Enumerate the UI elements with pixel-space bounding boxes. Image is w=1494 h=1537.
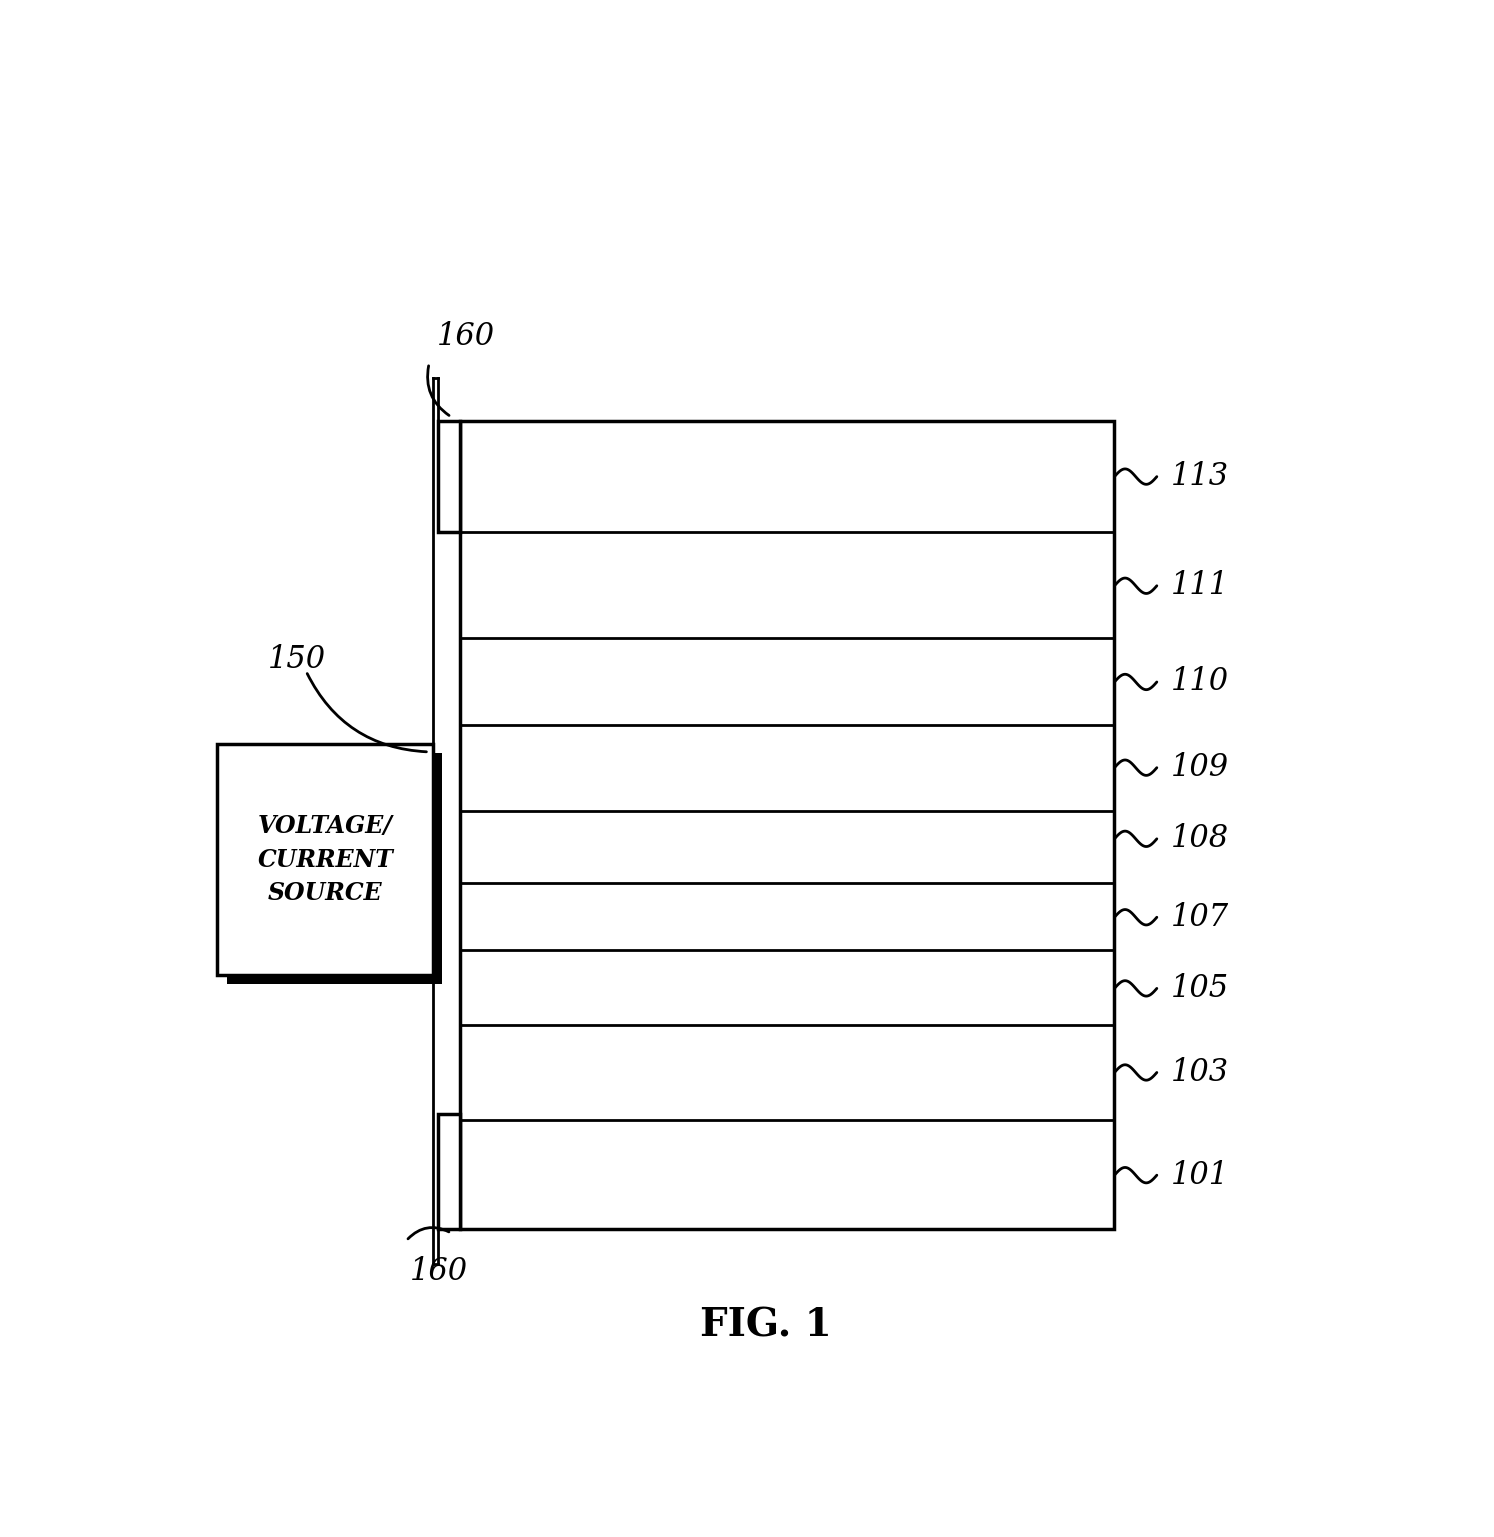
Text: 160: 160 (409, 1256, 468, 1288)
Bar (218, 744, 433, 976)
Text: FIG. 1: FIG. 1 (699, 1306, 832, 1345)
Text: 113: 113 (1171, 461, 1230, 492)
Bar (438, 1114, 460, 1230)
Text: 103: 103 (1171, 1057, 1230, 1088)
Bar (438, 421, 460, 532)
Text: 107: 107 (1171, 902, 1230, 933)
Text: 110: 110 (1171, 667, 1230, 698)
Text: 150: 150 (267, 644, 326, 675)
Text: 111: 111 (1171, 570, 1230, 601)
Bar (227, 753, 442, 985)
Text: VOLTAGE/
CURRENT
SOURCE: VOLTAGE/ CURRENT SOURCE (257, 815, 393, 905)
Text: 105: 105 (1171, 973, 1230, 1004)
Text: 101: 101 (1171, 1159, 1230, 1191)
Text: 160: 160 (436, 321, 495, 352)
Text: 109: 109 (1171, 752, 1230, 784)
Bar (460, 421, 1115, 1230)
Text: 108: 108 (1171, 824, 1230, 855)
